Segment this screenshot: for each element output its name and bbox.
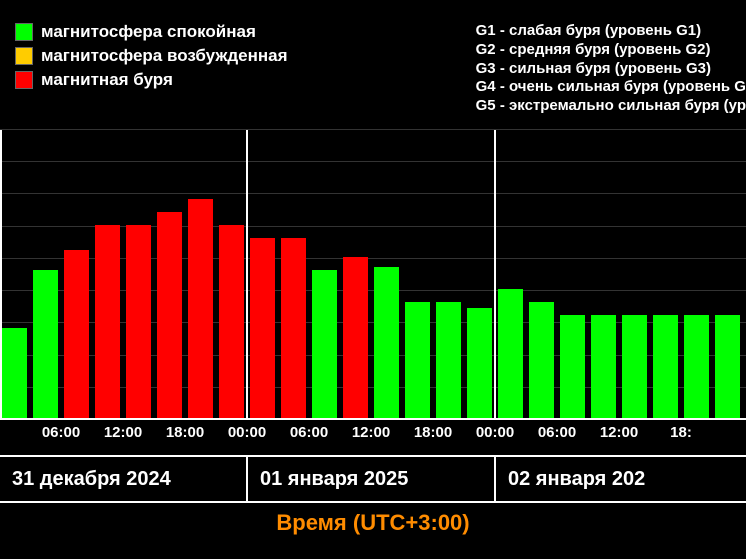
- chart-bar: [188, 199, 213, 418]
- legend-swatch: [15, 47, 33, 65]
- legend-label: магнитосфера спокойная: [41, 22, 256, 42]
- bars-layer: [0, 130, 746, 420]
- chart-bar: [312, 270, 337, 418]
- chart-bar: [126, 225, 151, 418]
- chart-bar: [653, 315, 678, 418]
- day-separator: [494, 130, 496, 420]
- storm-level-label: G1 - слабая буря (уровень G1): [476, 22, 746, 41]
- storm-level-label: G3 - сильная буря (уровень G3): [476, 60, 746, 79]
- x-tick-label: 18:00: [166, 424, 204, 441]
- x-tick-label: 12:00: [104, 424, 142, 441]
- chart-bar: [467, 308, 492, 418]
- day-separator: [246, 130, 248, 420]
- chart-bar: [95, 225, 120, 418]
- storm-level-label: G2 - средняя буря (уровень G2): [476, 41, 746, 60]
- x-tick-label: 18:: [670, 424, 692, 441]
- chart-bar: [436, 302, 461, 418]
- x-tick-label: 00:00: [476, 424, 514, 441]
- x-tick-label: 06:00: [42, 424, 80, 441]
- chart-bar: [281, 238, 306, 418]
- legend-item: магнитосфера возбужденная: [15, 46, 288, 66]
- chart-bar: [250, 238, 275, 418]
- x-tick-label: 18:00: [414, 424, 452, 441]
- chart-bar: [591, 315, 616, 418]
- chart-bar: [560, 315, 585, 418]
- chart-bar: [684, 315, 709, 418]
- chart-bar: [622, 315, 647, 418]
- legend-item: магнитная буря: [15, 70, 288, 90]
- storm-level-label: G4 - очень сильная буря (уровень G: [476, 78, 746, 97]
- chart-bar: [715, 315, 740, 418]
- x-tick-labels: 06:00 12:00 18:00 00:00 06:00 12:00 18:00 00:00…: [0, 424, 746, 446]
- chart-bar: [498, 289, 523, 418]
- chart-bar: [33, 270, 58, 418]
- chart-bar: [219, 225, 244, 418]
- chart-bar: [64, 250, 89, 418]
- chart-bar: [157, 212, 182, 418]
- chart-plot-area: [0, 130, 746, 420]
- chart-bar: [2, 328, 27, 418]
- x-axis: [0, 418, 746, 420]
- x-tick-label: 06:00: [538, 424, 576, 441]
- chart-bar: [405, 302, 430, 418]
- legend-swatch: [15, 71, 33, 89]
- x-tick-label: 06:00: [290, 424, 328, 441]
- storm-level-label: G5 - экстремально сильная буря (ур: [476, 97, 746, 116]
- legend-item: магнитосфера спокойная: [15, 22, 288, 42]
- x-axis-title: Время (UTC+3:00): [0, 510, 746, 536]
- chart-bar: [343, 257, 368, 418]
- date-labels-row: 31 декабря 202401 января 202502 января 2…: [0, 455, 746, 503]
- legend-label: магнитосфера возбужденная: [41, 46, 288, 66]
- y-axis: [0, 130, 2, 420]
- chart-container: магнитосфера спокойная магнитосфера возбу…: [0, 0, 746, 559]
- x-tick-label: 12:00: [352, 424, 390, 441]
- legend-left: магнитосфера спокойная магнитосфера возбу…: [15, 22, 288, 122]
- date-label: 01 января 2025: [248, 457, 496, 501]
- x-tick-label: 00:00: [228, 424, 266, 441]
- date-label: 31 декабря 2024: [0, 457, 248, 501]
- legend-right: G1 - слабая буря (уровень G1)G2 - средня…: [476, 22, 746, 116]
- legend-swatch: [15, 23, 33, 41]
- legend-area: магнитосфера спокойная магнитосфера возбу…: [15, 22, 746, 122]
- chart-bar: [374, 267, 399, 418]
- date-label: 02 января 202: [496, 457, 744, 501]
- legend-label: магнитная буря: [41, 70, 173, 90]
- chart-bar: [529, 302, 554, 418]
- x-tick-label: 12:00: [600, 424, 638, 441]
